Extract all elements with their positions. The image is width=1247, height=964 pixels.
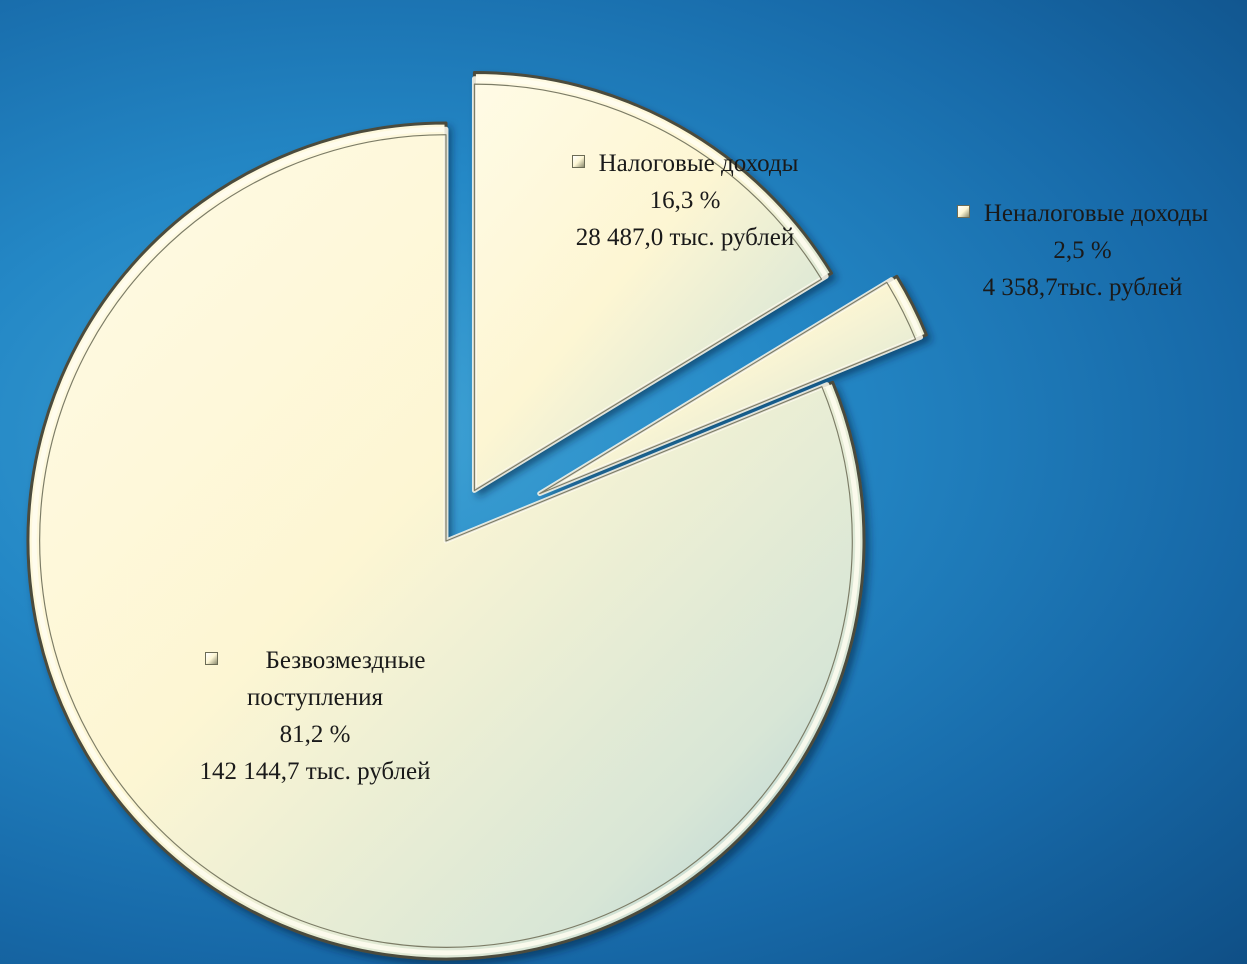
slice-percent: 16,3 % (649, 187, 721, 214)
slice-name: Безвозмездные (265, 647, 426, 674)
slice-name: Налоговые доходы (598, 150, 799, 177)
legend-key-icon (571, 155, 585, 168)
legend-key-icon (204, 652, 218, 665)
slice-label-nalogovye: Налоговые доходы 16,3 % 28 487,0 тыс. ру… (510, 145, 860, 256)
slice-percent: 2,5 % (1053, 237, 1112, 264)
slice-value: 4 358,7тыс. рублей (982, 274, 1183, 301)
slice-percent: 81,2 % (279, 721, 351, 748)
slice-value: 28 487,0 тыс. рублей (575, 224, 795, 251)
slice-value: 142 144,7 тыс. рублей (199, 758, 431, 785)
slice-label-nenalogovye: Неналоговые доходы 2,5 % 4 358,7тыс. руб… (920, 195, 1245, 306)
legend-key-icon (956, 205, 970, 218)
slice-name-line2: поступления (247, 684, 383, 711)
pie-slice-bezvozmezdnye (26, 121, 866, 961)
pie-slice-nalogovye (471, 70, 834, 493)
slice-label-bezvozmezdnye: Безвозмездные поступления 81,2 % 142 144… (125, 642, 505, 790)
pie-slice-nenalogovye (537, 274, 928, 497)
slice-name: Неналоговые доходы (983, 200, 1209, 227)
